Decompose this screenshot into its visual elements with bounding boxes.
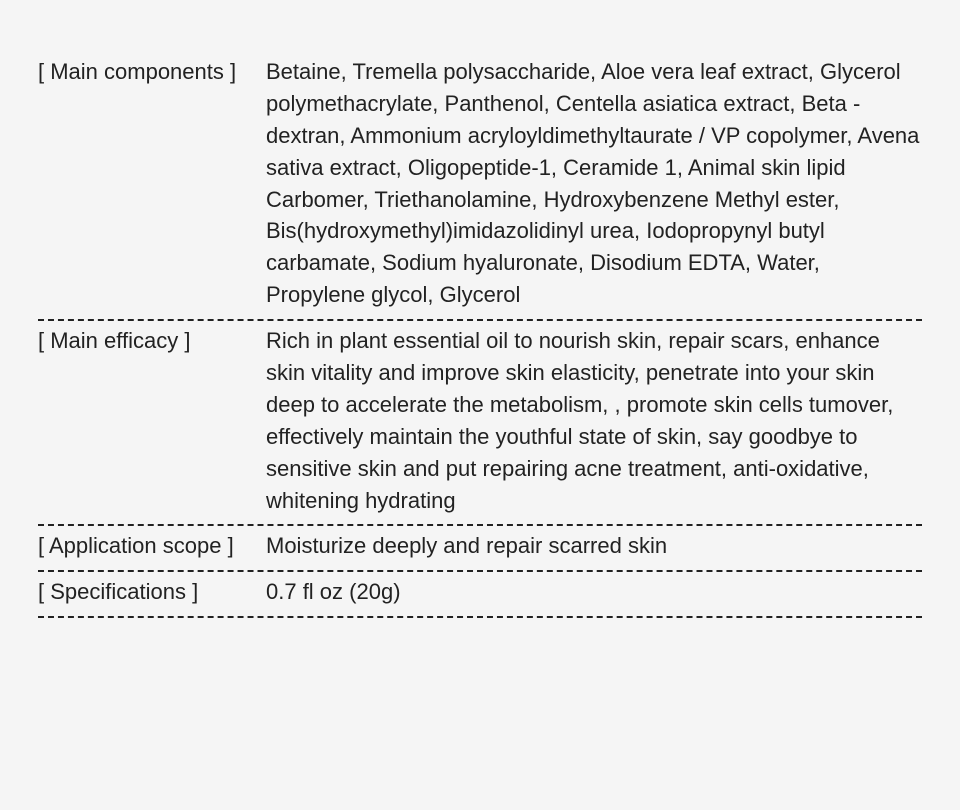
label-main-components: [ Main components ] [38, 56, 266, 88]
label-specifications: [ Specifications ] [38, 576, 266, 608]
value-main-efficacy: Rich in plant essential oil to nourish s… [266, 325, 922, 516]
value-application-scope: Moisturize deeply and repair scarred ski… [266, 530, 922, 562]
value-main-components: Betaine, Tremella polysaccharide, Aloe v… [266, 56, 922, 311]
row-specifications: [ Specifications ] 0.7 fl oz (20g) [38, 572, 922, 618]
label-main-efficacy: [ Main efficacy ] [38, 325, 266, 357]
value-specifications: 0.7 fl oz (20g) [266, 576, 922, 608]
row-application-scope: [ Application scope ] Moisturize deeply … [38, 526, 922, 572]
label-application-scope: [ Application scope ] [38, 530, 266, 562]
row-main-efficacy: [ Main efficacy ] Rich in plant essentia… [38, 321, 922, 526]
row-main-components: [ Main components ] Betaine, Tremella po… [38, 52, 922, 321]
